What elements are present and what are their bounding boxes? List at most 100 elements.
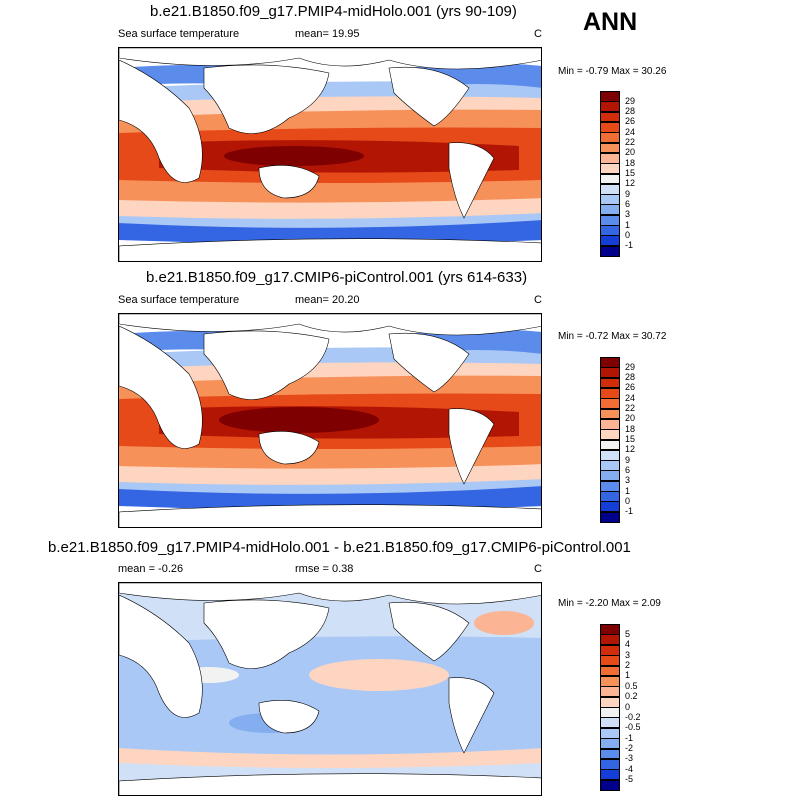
colorbar-tick-label: 3 <box>625 649 631 660</box>
colorbar-swatch <box>600 439 620 451</box>
colorbar-swatch <box>600 460 620 471</box>
colorbar-swatch <box>600 738 620 749</box>
colorbar-tick-label: 4 <box>625 639 631 650</box>
colorbar-swatch <box>600 675 620 687</box>
colorbar-tick-label: -1 <box>625 240 634 251</box>
colorbar-swatch <box>600 501 620 513</box>
colorbar-swatch <box>600 717 620 729</box>
colorbar-tick-label: 24 <box>625 126 636 137</box>
season-label: ANN <box>583 8 638 36</box>
colorbar-tick-label: 1 <box>625 670 631 681</box>
colorbar-tick-label: 0 <box>625 229 631 240</box>
colorbar-tick-label: 6 <box>625 198 631 209</box>
colorbar-tick-label: 28 <box>625 372 636 383</box>
colorbar-swatch <box>600 758 620 770</box>
colorbar-swatch <box>600 686 620 698</box>
colorbar-swatch <box>600 707 620 718</box>
colorbar-swatch <box>600 779 620 791</box>
panel3-mean: mean = -0.26 <box>118 563 184 575</box>
colorbar-tick-label: -2 <box>625 743 634 753</box>
colorbar-swatch <box>600 377 620 389</box>
panel2-variable: Sea surface temperature <box>118 294 240 306</box>
colorbar-swatch <box>600 142 620 154</box>
colorbar-tick-label: 1 <box>625 485 631 496</box>
colorbar-tick-label: 12 <box>625 444 636 455</box>
colorbar-swatch <box>600 245 620 257</box>
colorbar-swatch <box>600 511 620 523</box>
panel2-map <box>118 313 542 528</box>
colorbar-swatch <box>600 748 620 760</box>
panel1-variable: Sea surface temperature <box>118 28 240 40</box>
colorbar-swatch <box>600 418 620 430</box>
panel1-map <box>118 47 542 262</box>
colorbar-tick-label: 29 <box>625 361 636 372</box>
colorbar-tick-label: 18 <box>625 157 636 168</box>
colorbar-tick-label: 28 <box>625 106 636 117</box>
panel3-map <box>118 582 542 796</box>
colorbar-tick-label: 3 <box>625 475 631 486</box>
panel3-minmax: Min = -2.20 Max = 2.09 <box>558 598 661 609</box>
colorbar-swatch <box>600 225 620 236</box>
colorbar-tick-label: 15 <box>625 434 636 444</box>
colorbar-swatch <box>600 367 620 379</box>
colorbar-tick-label: 9 <box>625 454 631 465</box>
colorbar-swatch <box>600 214 620 226</box>
colorbar-tick-label: 0.2 <box>625 691 638 702</box>
panel1-colorbar: 29 28 26 24 22 20 18 15 12 9 6 3 1 0 -1 <box>600 91 635 257</box>
colorbar-tick-label: 0 <box>625 701 631 712</box>
colorbar-swatch <box>600 101 620 113</box>
panel1-mean: mean= 19.95 <box>295 28 360 40</box>
colorbar-swatch <box>600 449 620 461</box>
colorbar-tick-label: 20 <box>625 413 636 424</box>
panel3-title: b.e21.B1850.f09_g17.PMIP4-midHolo.001 - … <box>48 539 631 556</box>
colorbar-tick-label: 26 <box>625 382 636 393</box>
colorbar-swatch <box>600 194 620 205</box>
panel2-units: C <box>534 294 542 306</box>
colorbar-swatch <box>600 91 620 102</box>
panel2-sst-field <box>119 314 541 527</box>
colorbar-tick-label: -1 <box>625 732 634 743</box>
colorbar-swatch <box>600 183 620 195</box>
colorbar-tick-label: 20 <box>625 147 636 158</box>
colorbar-swatch <box>600 357 620 368</box>
colorbar-swatch <box>600 769 620 781</box>
colorbar-swatch <box>600 387 620 399</box>
colorbar-swatch <box>600 121 620 133</box>
colorbar-tick-label: 18 <box>625 423 636 434</box>
colorbar-tick-label: 15 <box>625 168 636 178</box>
colorbar-swatch <box>600 173 620 185</box>
colorbar-tick-label: 1 <box>625 219 631 230</box>
panel3-units: C <box>534 563 542 575</box>
panel2-mean: mean= 20.20 <box>295 294 360 306</box>
colorbar-tick-label: -1 <box>625 506 634 517</box>
colorbar-swatch <box>600 665 620 677</box>
panel1-sst-field <box>119 48 541 261</box>
panel2-title: b.e21.B1850.f09_g17.CMIP6-piControl.001 … <box>146 269 528 286</box>
panel1-units: C <box>534 28 542 40</box>
colorbar-swatch <box>600 132 620 144</box>
colorbar-swatch <box>600 491 620 502</box>
colorbar-tick-label: 22 <box>625 137 636 148</box>
colorbar-tick-label: -0.2 <box>625 711 641 722</box>
panel3-colorbar: 5 4 3 2 1 0.5 0.2 0 -0.2 -0.5 -1 -2 -3 -4 -5 <box>600 624 641 791</box>
colorbar-tick-label: 12 <box>625 178 636 189</box>
colorbar-swatch <box>600 727 620 739</box>
colorbar-tick-label: -0.5 <box>625 722 641 733</box>
panel2-colorbar: 29 28 26 24 22 20 18 15 12 9 6 3 1 0 -1 <box>600 357 635 523</box>
colorbar-swatch <box>600 111 620 123</box>
panel1-minmax: Min = -0.79 Max = 30.26 <box>558 66 667 77</box>
colorbar-tick-label: 22 <box>625 403 636 414</box>
panel3-difference-field <box>119 583 541 795</box>
panel2-minmax: Min = -0.72 Max = 30.72 <box>558 331 667 342</box>
colorbar-swatch <box>600 480 620 492</box>
colorbar-swatch <box>600 634 620 646</box>
colorbar-swatch <box>600 429 620 440</box>
colorbar-swatch <box>600 204 620 216</box>
colorbar-tick-label: 0 <box>625 495 631 506</box>
colorbar-swatch <box>600 235 620 247</box>
colorbar-tick-label: 3 <box>625 209 631 220</box>
colorbar-tick-label: 5 <box>625 628 631 639</box>
colorbar-tick-label: 9 <box>625 188 631 199</box>
colorbar-tick-label: 26 <box>625 116 636 127</box>
colorbar-tick-label: -3 <box>625 753 634 764</box>
